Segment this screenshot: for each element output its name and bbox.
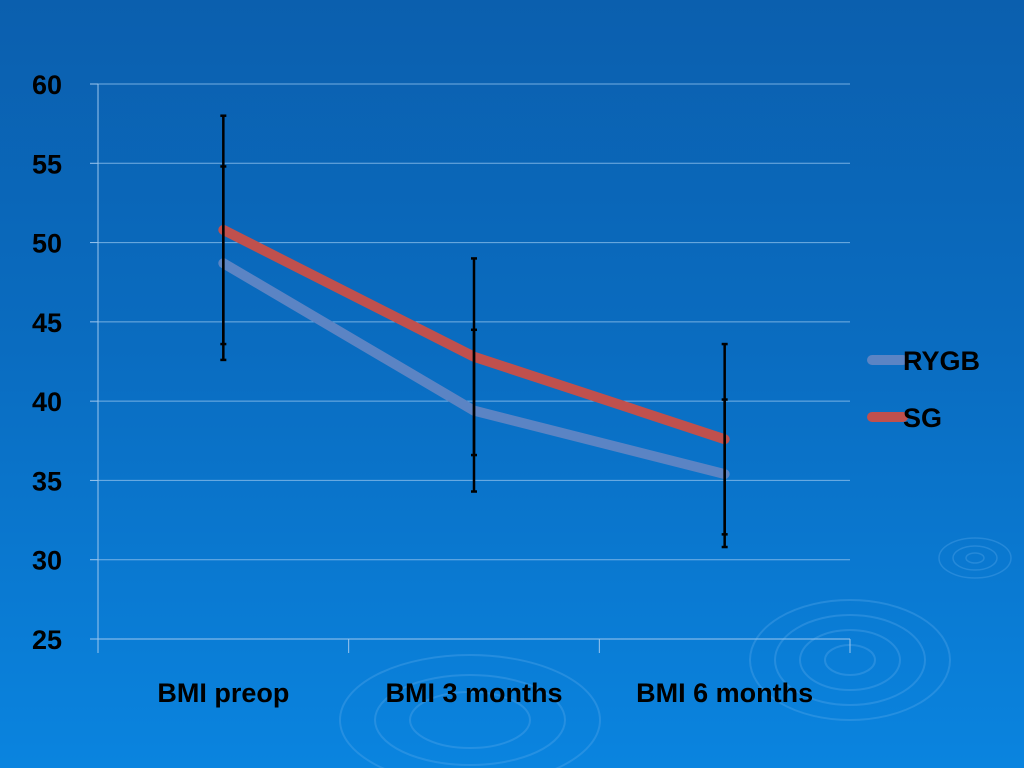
legend: RYGB SG [867, 346, 980, 433]
x-axis-tick-labels: BMI preop BMI 3 months BMI 6 months [157, 678, 813, 708]
y-tick-label: 35 [32, 466, 62, 496]
error-bar-sg [721, 342, 728, 549]
y-tick-label: 45 [32, 308, 62, 338]
ripple-decoration [339, 537, 1012, 768]
error-bar-sg [220, 114, 227, 362]
y-tick-label: 60 [32, 70, 62, 100]
error-bar-sg [471, 257, 477, 493]
y-tick-label: 40 [32, 387, 62, 417]
x-tick-label: BMI preop [157, 678, 289, 708]
x-tick-label: BMI 6 months [636, 678, 813, 708]
y-tick-label: 55 [32, 149, 62, 179]
y-tick-label: 30 [32, 546, 62, 576]
axes [90, 83, 851, 653]
legend-label-rygb: RYGB [903, 346, 980, 376]
x-tick-label: BMI 3 months [385, 678, 562, 708]
y-tick-label: 25 [32, 625, 62, 655]
y-tick-label: 50 [32, 229, 62, 259]
legend-label-sg: SG [903, 403, 942, 433]
plot-area [218, 114, 730, 549]
y-axis-tick-labels: 25 30 35 40 45 50 55 60 [32, 70, 62, 655]
